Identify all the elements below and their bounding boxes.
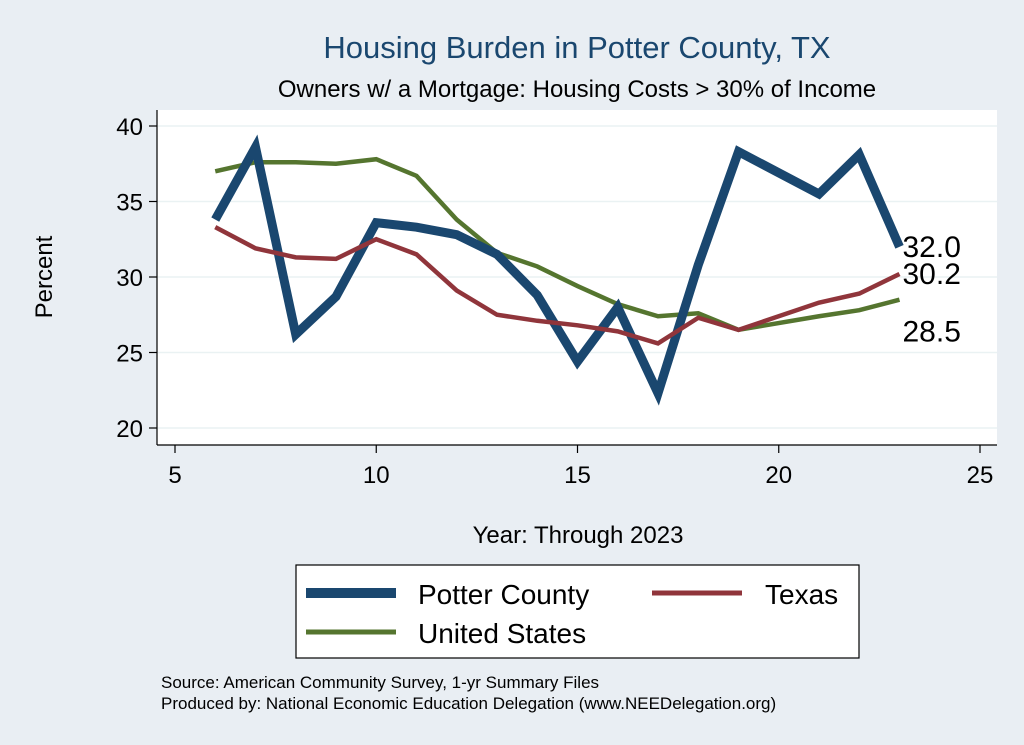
x-tick-label: 20	[765, 462, 792, 489]
end-label-us: 28.5	[903, 316, 961, 349]
legend-box	[295, 564, 860, 659]
x-tick-label: 25	[967, 462, 994, 489]
x-tick-label: 5	[168, 462, 181, 489]
produced-by-note: Produced by: National Economic Education…	[161, 694, 776, 713]
end-label-texas: 30.2	[903, 258, 961, 291]
y-tick-label: 30	[116, 265, 143, 292]
legend-label-potter: Potter County	[418, 579, 589, 610]
series-line-potter	[211, 134, 904, 406]
x-tick-label: 15	[564, 462, 591, 489]
y-tick-label: 35	[116, 190, 143, 217]
x-tick-label: 10	[363, 462, 390, 489]
y-axis-label: Percent	[31, 235, 58, 318]
chart-subtitle: Owners w/ a Mortgage: Housing Costs > 30…	[278, 76, 876, 103]
end-label-potter: 32.0	[903, 231, 961, 264]
x-ticks: 5 10 15 20 25	[168, 445, 993, 489]
legend-label-texas: Texas	[765, 579, 838, 610]
source-note: Source: American Community Survey, 1-yr …	[161, 673, 599, 692]
series-group	[211, 134, 904, 406]
series-line-texas	[214, 225, 901, 346]
y-ticks: 20 25 30 35 40	[116, 114, 157, 443]
y-tick-label: 25	[116, 341, 143, 368]
series-line-us	[214, 156, 901, 333]
y-tick-label: 20	[116, 416, 143, 443]
legend: Potter County Texas United States	[295, 564, 860, 659]
x-axis-label: Year: Through 2023	[473, 522, 684, 549]
y-tick-label: 40	[116, 114, 143, 141]
end-labels: 32.030.2 28.5	[903, 231, 961, 349]
chart-title: Housing Burden in Potter County, TX	[323, 30, 831, 65]
legend-label-us: United States	[418, 618, 586, 649]
